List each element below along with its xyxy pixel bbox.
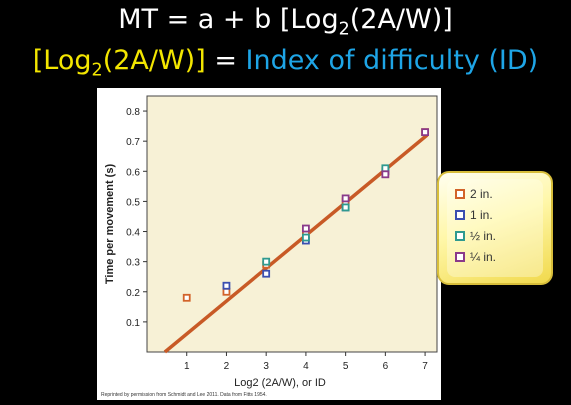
x-tick-label: 1	[184, 361, 190, 372]
y-axis-label: Time per movement (s)	[104, 164, 116, 285]
y-tick-label: 0.5	[126, 197, 140, 208]
x-tick-label: 3	[263, 361, 269, 372]
y-tick-label: 0.6	[126, 167, 140, 178]
fitts-scatter-chart: 0.1 0.2 0.3 0.4 0.5 0.6 0.7 0.8 1 2 3 4 5 6 7 Time per …	[101, 95, 438, 398]
data-point	[302, 233, 310, 242]
legend-label: 2 in.	[470, 187, 493, 201]
data-point	[381, 164, 390, 173]
data-point	[222, 287, 231, 296]
data-point	[262, 269, 271, 278]
x-axis-label: Log2 (2A/W), or ID	[234, 377, 326, 389]
x-tick-label: 5	[343, 361, 349, 372]
y-tick-label: 0.3	[126, 258, 140, 269]
formula-title: MT = a + b [Log2(2A/W)]	[118, 4, 453, 40]
data-point	[381, 170, 390, 179]
legend-swatch	[455, 231, 465, 241]
legend-swatch	[455, 210, 465, 220]
data-point	[341, 194, 350, 203]
data-point	[341, 203, 350, 212]
y-tick-label: 0.2	[126, 288, 140, 299]
x-tick-label: 6	[383, 361, 389, 372]
y-tick-label: 0.4	[126, 228, 140, 239]
source-footnote: Reprinted by permission from Schmidt and…	[101, 392, 267, 398]
legend-label: ¼ in.	[470, 250, 497, 264]
y-tick-label: 0.8	[126, 107, 140, 118]
chart-panel: 0.1 0.2 0.3 0.4 0.5 0.6 0.7 0.8 1 2 3 4 5 6 7 Time per …	[97, 88, 441, 400]
legend-swatch	[455, 189, 465, 199]
x-tick-label: 2	[224, 361, 230, 372]
legend-label: ½ in.	[470, 229, 497, 243]
plot-area	[146, 95, 438, 353]
data-point	[302, 224, 310, 233]
y-tick-label: 0.1	[126, 318, 140, 329]
legend-swatch	[455, 252, 465, 262]
x-tick-label: 7	[422, 361, 428, 372]
y-tick-label: 0.7	[126, 137, 140, 148]
data-point	[421, 128, 429, 137]
data-point	[222, 281, 231, 290]
data-point	[182, 293, 191, 302]
chart-legend: 2 in. 1 in. ½ in. ¼ in.	[437, 171, 553, 285]
legend-label: 1 in.	[470, 208, 493, 222]
data-point	[262, 257, 271, 266]
x-tick-label: 4	[303, 361, 309, 372]
id-definition-title: [Log2(2A/W)] = Index of difficulty (ID)	[32, 45, 539, 81]
